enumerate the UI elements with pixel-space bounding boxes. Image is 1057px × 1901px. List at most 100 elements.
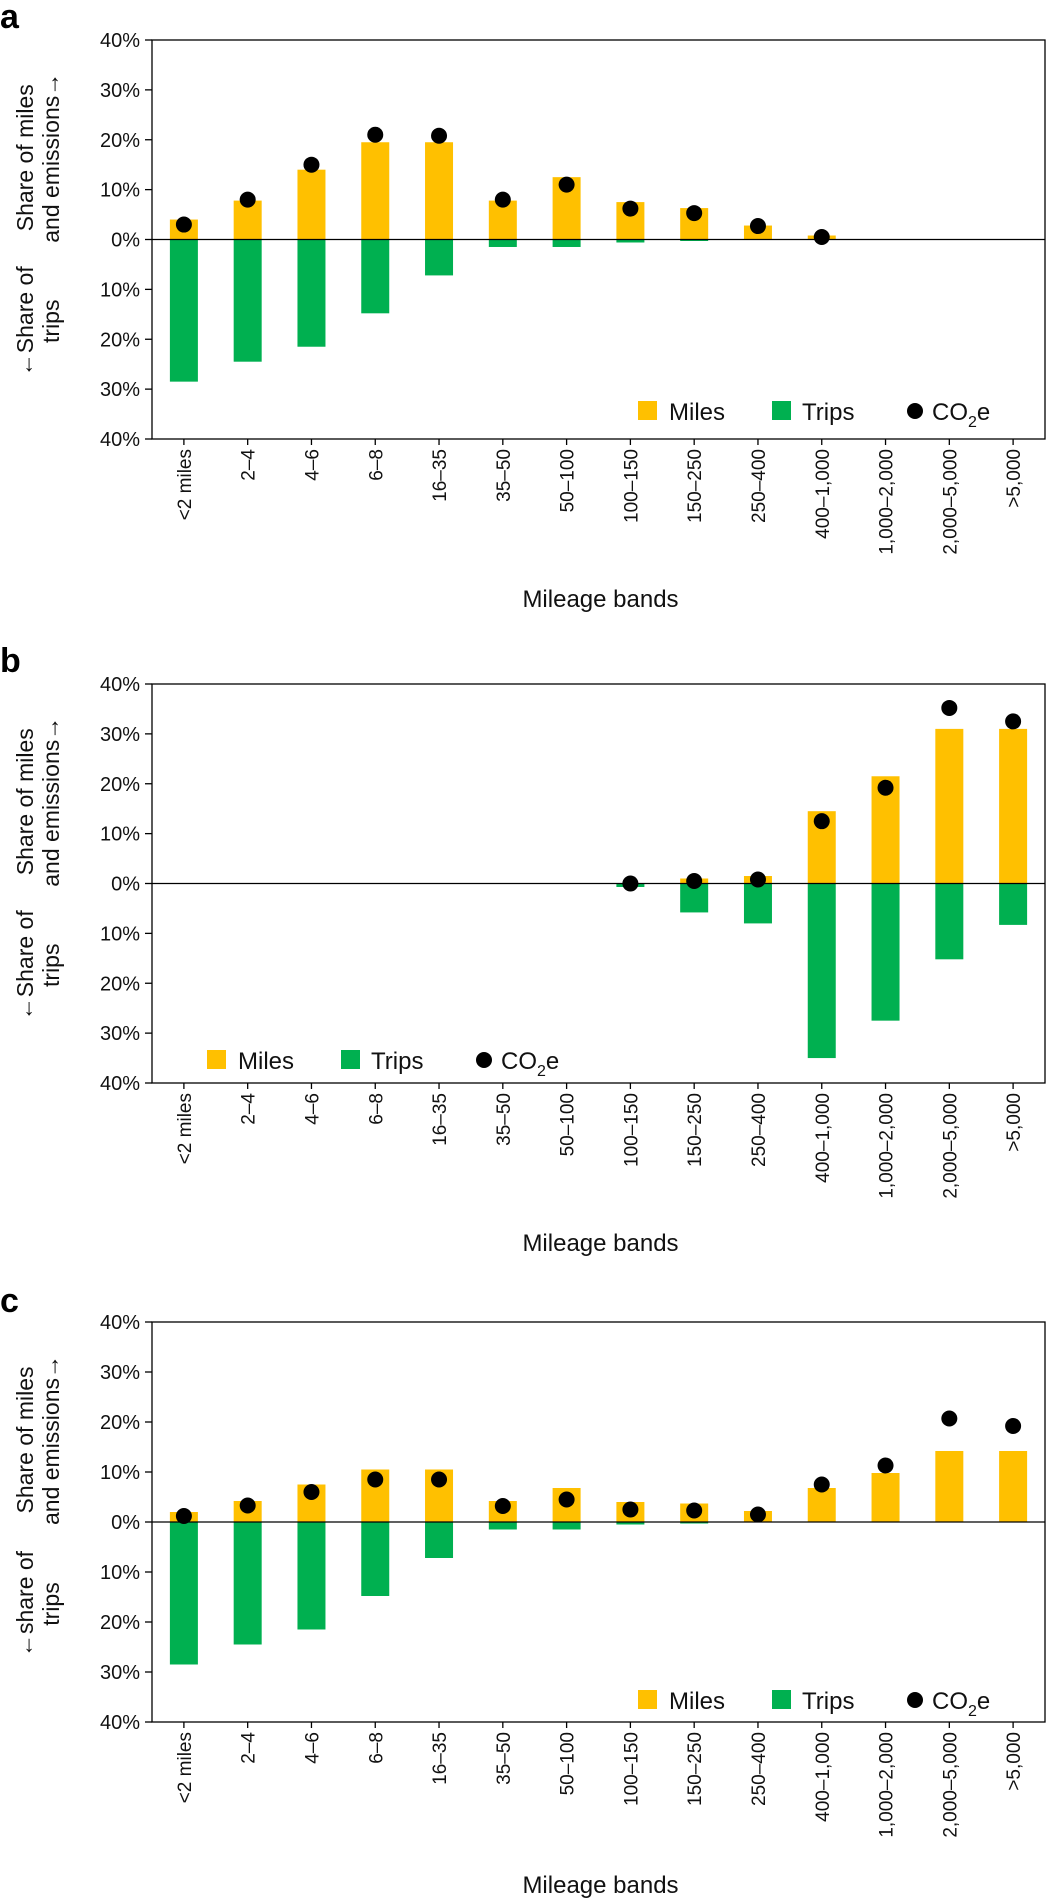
x-category-label: 6–8 bbox=[366, 1732, 387, 1764]
legend-trips-swatch bbox=[341, 1050, 360, 1069]
legend-co2e-text: CO bbox=[932, 1688, 968, 1715]
y-tick-label: 20% bbox=[100, 1412, 140, 1434]
x-category-label: 6–8 bbox=[366, 1093, 387, 1125]
y-tick-label: 10% bbox=[100, 1462, 140, 1484]
y-axis-label-bottom: ←Share of bbox=[12, 266, 38, 377]
co2e-point bbox=[303, 1484, 320, 1500]
y-axis-label-bottom: ←Share of bbox=[12, 910, 38, 1021]
legend-co2e-text: CO bbox=[932, 399, 968, 426]
co2e-point bbox=[431, 1471, 448, 1488]
panel-a: a 40% 30% 20% 10% 0% 10% 20% 30% 40% <2 miles 2–4 4–… bbox=[0, 0, 1046, 613]
x-category-label: 400–1,000 bbox=[813, 1093, 834, 1183]
legend-trips-swatch bbox=[772, 401, 791, 420]
co2e-point bbox=[622, 875, 639, 892]
y-tick-label: 30% bbox=[100, 379, 140, 401]
y-axis-label-bottom: trips bbox=[38, 944, 64, 987]
trips-bar bbox=[488, 1522, 517, 1530]
co2e-point bbox=[749, 871, 766, 888]
miles-bar bbox=[999, 1451, 1028, 1522]
x-category-label: 50–100 bbox=[558, 1732, 579, 1795]
co2e-point bbox=[239, 1497, 256, 1514]
co2e-point bbox=[813, 229, 830, 246]
trips-bar bbox=[743, 883, 772, 924]
x-category-label: 250–400 bbox=[749, 1093, 770, 1167]
legend-trips-label: Trips bbox=[371, 1048, 423, 1075]
y-tick-label: 10% bbox=[100, 279, 140, 301]
trips-bar bbox=[488, 239, 517, 247]
x-category-label: >5,000 bbox=[1004, 449, 1025, 508]
y-tick-label: 40% bbox=[100, 1073, 140, 1095]
y-axis-label-top: Share of miles bbox=[12, 1366, 38, 1513]
y-tick-label: 10% bbox=[100, 824, 140, 846]
x-category-label: 2–4 bbox=[239, 449, 260, 481]
trips-bar bbox=[680, 1522, 709, 1524]
legend-co2e-tail: e bbox=[977, 1688, 990, 1715]
x-category-label: 1,000–2,000 bbox=[877, 449, 898, 555]
x-category-label: 35–50 bbox=[494, 449, 515, 502]
x-category-label: 4–6 bbox=[302, 1093, 323, 1125]
trips-bar bbox=[169, 239, 198, 382]
legend-co2e-subscript: 2 bbox=[537, 1063, 546, 1080]
co2e-point bbox=[813, 813, 830, 830]
x-axis-label: Mileage bands bbox=[522, 1230, 678, 1257]
x-category-label: 250–400 bbox=[749, 449, 770, 523]
x-category-label: 16–35 bbox=[430, 1732, 451, 1785]
y-tick-label: 30% bbox=[100, 1023, 140, 1045]
x-category-label: 35–50 bbox=[494, 1093, 515, 1146]
legend-co2e-subscript: 2 bbox=[968, 414, 977, 431]
panel-b: b 40% 30% 20% 10% 0% 10% 20% 30% 40% <2 miles 2–4 4–… bbox=[0, 642, 1046, 1257]
x-category-label: 4–6 bbox=[302, 1732, 323, 1764]
co2e-point bbox=[941, 699, 958, 716]
y-tick-label: 20% bbox=[100, 130, 140, 152]
legend-trips-swatch bbox=[772, 1690, 791, 1709]
x-category-label: 2,000–5,000 bbox=[940, 449, 961, 555]
y-tick-label: 20% bbox=[100, 1612, 140, 1634]
legend-co2e-marker bbox=[907, 1692, 923, 1708]
x-category-label: 4–6 bbox=[302, 449, 323, 481]
legend-co2e-marker bbox=[907, 403, 923, 419]
y-axis-label-bottom: trips bbox=[38, 300, 64, 343]
co2e-point bbox=[877, 779, 894, 796]
trips-bar bbox=[552, 1522, 581, 1530]
miles-bar bbox=[935, 728, 964, 884]
trips-bar bbox=[552, 239, 581, 247]
trips-bar bbox=[233, 239, 262, 362]
miles-bar bbox=[361, 142, 390, 240]
co2e-point bbox=[877, 1457, 894, 1474]
y-tick-label: 30% bbox=[100, 80, 140, 102]
x-category-label: 100–150 bbox=[621, 1093, 642, 1167]
y-tick-label: 20% bbox=[100, 329, 140, 351]
y-tick-label: 10% bbox=[100, 1562, 140, 1584]
trips-bar bbox=[297, 239, 326, 347]
co2e-point bbox=[367, 126, 384, 143]
y-axis-label-top: Share of miles bbox=[12, 728, 38, 875]
trips-bar bbox=[871, 883, 900, 1021]
y-tick-label: 40% bbox=[100, 674, 140, 696]
x-category-label: 16–35 bbox=[430, 449, 451, 502]
y-tick-label: 0% bbox=[111, 874, 140, 896]
trips-bar bbox=[361, 1522, 390, 1596]
legend-co2e-label: CO2e bbox=[932, 399, 990, 431]
co2e-point bbox=[431, 127, 448, 144]
trips-bar bbox=[999, 883, 1028, 925]
trips-bar bbox=[425, 239, 454, 276]
x-category-label: >5,000 bbox=[1004, 1732, 1025, 1791]
legend-co2e-label: CO2e bbox=[932, 1688, 990, 1720]
co2e-point bbox=[686, 205, 703, 222]
y-tick-label: 40% bbox=[100, 1712, 140, 1734]
co2e-point bbox=[622, 1501, 639, 1518]
legend: Miles Trips CO2e bbox=[638, 1688, 990, 1720]
co2e-point bbox=[175, 1508, 192, 1524]
y-tick-label: 20% bbox=[100, 973, 140, 995]
y-axis-label-top: and emissions→ bbox=[38, 73, 64, 243]
x-category-label: 150–250 bbox=[685, 449, 706, 523]
y-tick-label: 30% bbox=[100, 1362, 140, 1384]
x-category-label: 6–8 bbox=[366, 449, 387, 481]
y-tick-label: 40% bbox=[100, 429, 140, 451]
trips-bar bbox=[233, 1522, 262, 1645]
miles-bar bbox=[935, 1451, 964, 1522]
co2e-point bbox=[686, 1502, 703, 1519]
x-category-label: 50–100 bbox=[558, 449, 579, 512]
legend-miles-label: Miles bbox=[669, 1688, 725, 1715]
y-axis-label-top: and emissions→ bbox=[38, 717, 64, 887]
